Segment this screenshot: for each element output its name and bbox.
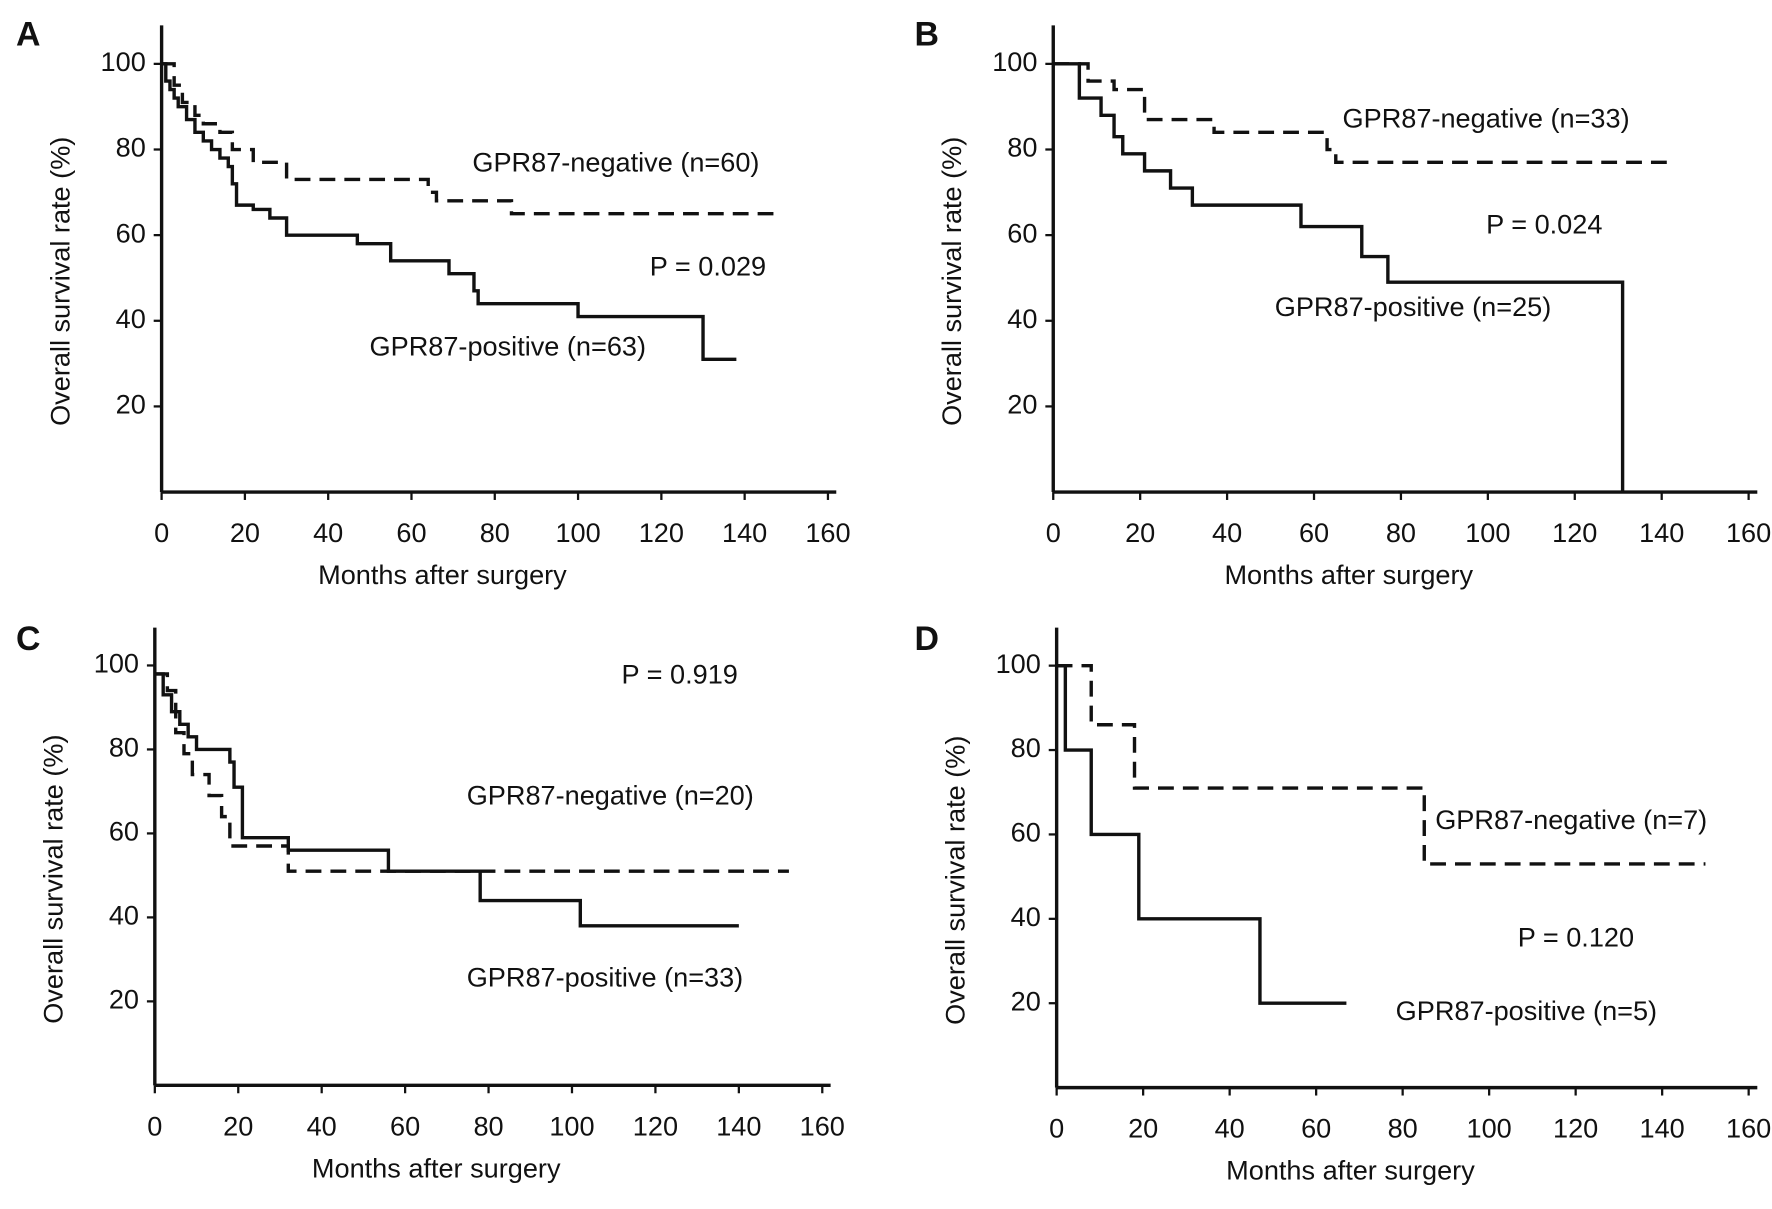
x-tick-label: 120 xyxy=(639,517,684,548)
x-tick-label: 20 xyxy=(1125,517,1155,548)
y-tick-label: 20 xyxy=(1011,985,1041,1016)
survival-curve xyxy=(1053,62,1625,493)
x-tick-label: 120 xyxy=(1553,1113,1598,1144)
x-axis-title: Months after surgery xyxy=(312,1152,561,1183)
p-value: P = 0.024 xyxy=(1486,209,1602,240)
x-tick-label: 0 xyxy=(1049,1113,1064,1144)
panel-label: D xyxy=(914,620,938,658)
x-tick-label: 80 xyxy=(473,1110,503,1141)
x-tick-label: 160 xyxy=(805,517,850,548)
panel-label: A xyxy=(16,16,40,54)
x-axis-title: Months after surgery xyxy=(1226,1155,1475,1186)
x-tick-label: 140 xyxy=(1639,517,1684,548)
y-tick-label: 40 xyxy=(109,900,139,931)
x-tick-label: 40 xyxy=(313,517,343,548)
y-tick-label: 40 xyxy=(1007,303,1037,334)
p-value: P = 0.120 xyxy=(1518,922,1634,953)
x-tick-label: 40 xyxy=(1215,1113,1245,1144)
series-label: GPR87-positive (n=5) xyxy=(1396,995,1657,1026)
series-label: GPR87-positive (n=63) xyxy=(370,331,646,362)
survival-curve xyxy=(1053,62,1671,164)
x-tick-label: 140 xyxy=(722,517,767,548)
x-axis-title: Months after surgery xyxy=(1224,559,1473,590)
series-label: GPR87-negative (n=60) xyxy=(472,146,759,177)
x-tick-label: 120 xyxy=(1552,517,1597,548)
x-tick-label: 20 xyxy=(230,517,260,548)
y-tick-label: 20 xyxy=(116,389,146,420)
y-tick-label: 40 xyxy=(116,303,146,334)
survival-curve xyxy=(161,62,737,361)
survival-curve xyxy=(154,672,739,928)
x-tick-label: 0 xyxy=(1046,517,1061,548)
x-tick-label: 60 xyxy=(390,1110,420,1141)
x-tick-label: 80 xyxy=(480,517,510,548)
y-tick-label: 100 xyxy=(94,648,139,679)
y-axis-title: Overall survival rate (%) xyxy=(38,734,69,1023)
y-axis-title: Overall survival rate (%) xyxy=(936,137,967,426)
x-tick-label: 140 xyxy=(1640,1113,1685,1144)
x-tick-label: 100 xyxy=(549,1110,594,1141)
survival-curve xyxy=(1056,663,1347,1005)
y-tick-label: 60 xyxy=(1011,817,1041,848)
y-tick-label: 100 xyxy=(992,46,1037,77)
series-label: GPR87-negative (n=7) xyxy=(1435,804,1707,835)
x-tick-label: 100 xyxy=(555,517,600,548)
y-tick-label: 80 xyxy=(109,732,139,763)
x-tick-label: 60 xyxy=(1301,1113,1331,1144)
y-tick-label: 80 xyxy=(1011,732,1041,763)
y-axis-title: Overall survival rate (%) xyxy=(939,736,970,1025)
y-tick-label: 60 xyxy=(1007,217,1037,248)
panel-label: C xyxy=(16,620,40,658)
x-tick-label: 0 xyxy=(154,517,169,548)
x-axis-title: Months after surgery xyxy=(318,559,567,590)
survival-curve xyxy=(1056,663,1706,866)
y-tick-label: 60 xyxy=(109,816,139,847)
panel-label: B xyxy=(914,16,938,54)
x-tick-label: 40 xyxy=(1212,517,1242,548)
y-tick-label: 40 xyxy=(1011,901,1041,932)
y-tick-label: 20 xyxy=(109,984,139,1015)
y-tick-label: 80 xyxy=(1007,132,1037,163)
x-tick-label: 100 xyxy=(1465,517,1510,548)
x-tick-label: 160 xyxy=(1726,1113,1771,1144)
series-label: GPR87-positive (n=33) xyxy=(467,961,744,992)
y-tick-label: 100 xyxy=(101,46,146,77)
x-tick-label: 20 xyxy=(223,1110,253,1141)
x-tick-label: 60 xyxy=(396,517,426,548)
p-value: P = 0.919 xyxy=(622,658,738,689)
y-tick-label: 60 xyxy=(116,217,146,248)
x-tick-label: 120 xyxy=(633,1110,678,1141)
x-tick-label: 140 xyxy=(716,1110,761,1141)
y-tick-label: 100 xyxy=(996,648,1041,679)
x-tick-label: 0 xyxy=(147,1110,162,1141)
y-axis-title: Overall survival rate (%) xyxy=(44,137,75,426)
survival-curve xyxy=(154,672,789,873)
x-tick-label: 40 xyxy=(307,1110,337,1141)
x-tick-label: 80 xyxy=(1386,517,1416,548)
series-label: GPR87-negative (n=33) xyxy=(1343,102,1630,133)
x-tick-label: 100 xyxy=(1467,1113,1512,1144)
p-value: P = 0.029 xyxy=(650,250,766,281)
y-tick-label: 80 xyxy=(116,132,146,163)
x-tick-label: 20 xyxy=(1128,1113,1158,1144)
series-label: GPR87-negative (n=20) xyxy=(467,779,754,810)
x-tick-label: 80 xyxy=(1388,1113,1418,1144)
x-tick-label: 160 xyxy=(800,1110,845,1141)
x-tick-label: 160 xyxy=(1726,517,1771,548)
series-label: GPR87-positive (n=25) xyxy=(1275,291,1552,322)
y-tick-label: 20 xyxy=(1007,389,1037,420)
x-tick-label: 60 xyxy=(1299,517,1329,548)
survival-curve xyxy=(161,62,778,216)
